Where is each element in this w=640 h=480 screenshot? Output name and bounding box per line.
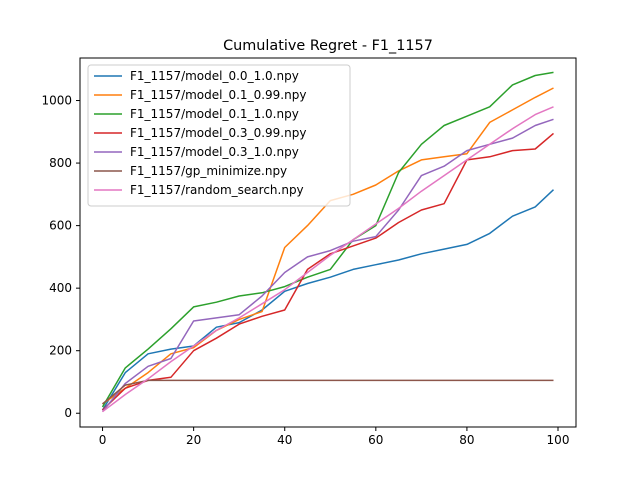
legend-box: [87, 64, 351, 207]
y-tick-label-4: 800: [49, 156, 72, 170]
legend-label-3: F1_1157/model_0.3_0.99.npy: [130, 126, 306, 140]
chart-title: Cumulative Regret - F1_1157: [223, 38, 433, 54]
y-tick-label-2: 400: [49, 281, 72, 295]
x-tick-label-2: 40: [277, 433, 292, 447]
series-line-6: [102, 106, 554, 413]
y-axis: 0 200 400 600 800 1000: [41, 94, 80, 420]
y-tick-label-0: 0: [64, 406, 72, 420]
x-axis: 0 20 40 60 80 100: [99, 427, 570, 447]
x-tick-label-0: 0: [99, 433, 107, 447]
y-tick-label-5: 1000: [41, 94, 72, 108]
y-tick-label-1: 200: [49, 344, 72, 358]
plot-frame: [79, 57, 577, 428]
series-line-5: [102, 379, 554, 405]
series-layer: [101, 71, 555, 413]
legend-label-0: F1_1157/model_0.0_1.0.npy: [130, 69, 299, 83]
series-line-3: [101, 132, 554, 411]
series-line-0: [101, 189, 555, 411]
legend: F1_1157/model_0.0_1.0.npy F1_1157/model_0…: [87, 64, 351, 207]
x-tick-label-1: 20: [186, 433, 201, 447]
legend-label-4: F1_1157/model_0.3_1.0.npy: [130, 145, 299, 159]
x-tick-label-5: 100: [547, 433, 570, 447]
series-line-2: [101, 71, 554, 408]
legend-label-1: F1_1157/model_0.1_0.99.npy: [130, 88, 306, 102]
legend-label-2: F1_1157/model_0.1_1.0.npy: [130, 107, 299, 121]
series-line-4: [101, 118, 554, 413]
legend-label-5: F1_1157/gp_minimize.npy: [130, 164, 287, 178]
x-tick-label-4: 80: [459, 433, 474, 447]
legend-label-6: F1_1157/random_search.npy: [130, 183, 304, 197]
y-tick-label-3: 600: [49, 219, 72, 233]
x-tick-label-3: 60: [368, 433, 383, 447]
